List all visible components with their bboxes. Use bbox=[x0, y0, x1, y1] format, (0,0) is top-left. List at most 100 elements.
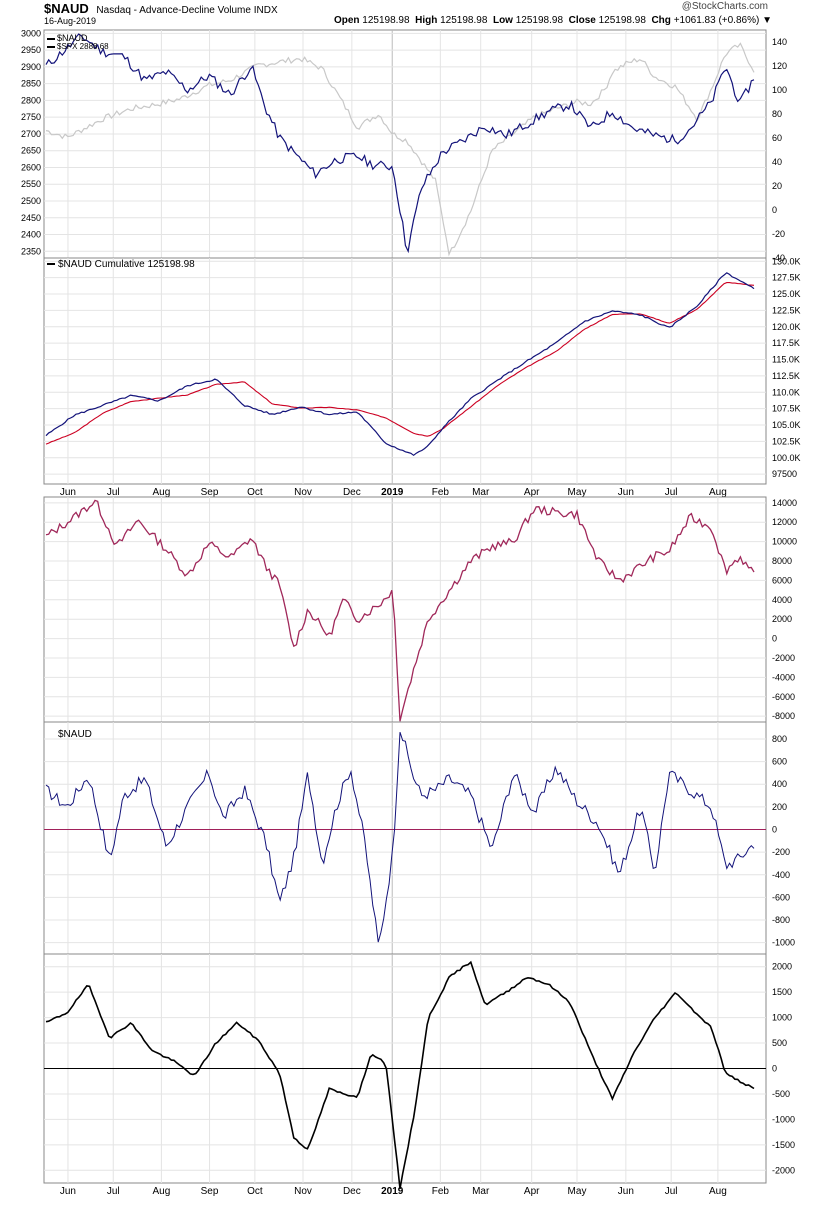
panel-4-frame bbox=[43, 721, 767, 955]
legend-cumulative-label: $NAUD Cumulative 125198.98 bbox=[58, 259, 195, 270]
cumulative-axis-tick-label: 102.5K bbox=[772, 436, 801, 446]
panel4-axis-tick-label: 600 bbox=[772, 757, 787, 767]
panel3-axis-tick-label: -8000 bbox=[772, 711, 795, 721]
month-tick-label: May bbox=[568, 487, 587, 498]
panel5-axis-tick-label: 0 bbox=[772, 1064, 777, 1074]
cumulative-axis-tick-label: 130.0K bbox=[772, 256, 801, 266]
cumulative-axis-tick-label: 97500 bbox=[772, 469, 797, 479]
cumulative-axis-tick-label: 110.0K bbox=[772, 387, 800, 397]
naud-axis-tick-label: 80 bbox=[772, 109, 782, 119]
panel4-axis-tick-label: -800 bbox=[772, 915, 790, 925]
panel5-axis-tick-label: 500 bbox=[772, 1038, 787, 1048]
cumulative-axis-tick-label: 115.0K bbox=[772, 355, 800, 365]
panel4-axis-tick-label: 0 bbox=[772, 825, 777, 835]
panel3-axis-tick-label: 0 bbox=[772, 634, 777, 644]
month-tick-label: Sep bbox=[201, 1186, 219, 1197]
spx-axis-tick-label: 2700 bbox=[21, 129, 41, 139]
month-tick-label: 2019 bbox=[381, 1186, 404, 1197]
low-value: 125198.98 bbox=[515, 15, 564, 26]
month-tick-label: May bbox=[568, 1186, 587, 1197]
month-tick-label: Apr bbox=[524, 487, 540, 498]
month-tick-label: Dec bbox=[343, 487, 361, 498]
month-tick-label: Aug bbox=[709, 487, 727, 498]
chart-header-title: $NAUD Nasdaq - Advance-Decline Volume IN… bbox=[44, 1, 278, 16]
month-tick-label: Jun bbox=[60, 487, 76, 498]
naud-axis-tick-label: 60 bbox=[772, 133, 782, 143]
spx-axis-tick-label: 2450 bbox=[21, 213, 41, 223]
month-tick-label: Aug bbox=[709, 1186, 727, 1197]
cumulative-axis-tick-label: 120.0K bbox=[772, 322, 801, 332]
panel3-axis-tick-label: 14000 bbox=[772, 498, 797, 508]
naud-axis-tick-label: -40 bbox=[772, 253, 785, 263]
panel3-axis-tick-label: -6000 bbox=[772, 692, 795, 702]
month-tick-label: Sep bbox=[201, 487, 219, 498]
chg-value: +1061.83 (+0.86%) bbox=[673, 15, 760, 26]
month-tick-label: Oct bbox=[247, 487, 263, 498]
month-tick-label: Dec bbox=[343, 1186, 361, 1197]
month-tick-label: Nov bbox=[294, 487, 312, 498]
panel3-axis-tick-label: -2000 bbox=[772, 653, 795, 663]
down-arrow-icon: ▼ bbox=[762, 15, 772, 26]
close-label: Close bbox=[568, 15, 596, 26]
spx-axis-tick-label: 2350 bbox=[21, 246, 41, 256]
month-tick-label: Jun bbox=[618, 487, 634, 498]
cumulative-axis-tick-label: 127.5K bbox=[772, 273, 801, 283]
naud-line bbox=[45, 33, 755, 254]
high-value: 125198.98 bbox=[440, 15, 488, 26]
naud-axis-tick-label: 140 bbox=[772, 37, 787, 47]
spx-axis-tick-label: 2800 bbox=[21, 95, 41, 105]
panel5-axis-tick-label: 2000 bbox=[772, 962, 792, 972]
cumulative-axis-tick-label: 122.5K bbox=[772, 305, 801, 315]
panel3-axis-tick-label: 8000 bbox=[772, 556, 792, 566]
month-tick-label: Jul bbox=[665, 487, 678, 498]
panel3-axis-tick-label: 6000 bbox=[772, 575, 792, 585]
panel4-axis-tick-label: -200 bbox=[772, 847, 790, 857]
spx-axis-tick-label: 2600 bbox=[21, 162, 41, 172]
panel4-axis-tick-label: 400 bbox=[772, 779, 787, 789]
panel5-axis-tick-label: -2000 bbox=[772, 1165, 795, 1175]
spx-axis-tick-label: 2750 bbox=[21, 112, 41, 122]
maroon-line bbox=[45, 499, 755, 722]
panel5-axis-tick-label: -1000 bbox=[772, 1114, 795, 1124]
spx-axis-tick-label: 2550 bbox=[21, 179, 41, 189]
open-value: 125198.98 bbox=[362, 15, 410, 26]
legend-naud-label: $NAUD bbox=[57, 33, 88, 43]
open-label: Open bbox=[333, 15, 360, 26]
spx-axis-tick-label: 2650 bbox=[21, 146, 41, 156]
spx-axis-tick-label: 3000 bbox=[21, 28, 41, 38]
month-tick-label: Nov bbox=[294, 1186, 312, 1197]
month-tick-label: Jun bbox=[618, 1186, 634, 1197]
month-tick-label: Jul bbox=[107, 1186, 120, 1197]
panel4-axis-tick-label: 800 bbox=[772, 734, 787, 744]
panel-3-frame bbox=[43, 496, 767, 723]
quote-bar: Open 125198.98 High 125198.98 Low 125198… bbox=[334, 15, 772, 26]
panel3-axis-tick-label: -4000 bbox=[772, 672, 795, 682]
panel3-axis-tick-label: 10000 bbox=[772, 537, 797, 547]
brand-label: @StockCharts.com bbox=[681, 1, 768, 12]
close-value: 125198.98 bbox=[598, 15, 646, 26]
month-tick-label: Aug bbox=[153, 487, 171, 498]
spx-axis-tick-label: 2500 bbox=[21, 196, 41, 206]
month-tick-label: Mar bbox=[472, 487, 490, 498]
cumulative-axis-tick-label: 105.0K bbox=[772, 420, 801, 430]
month-tick-label: Jul bbox=[665, 1186, 678, 1197]
cumulative-line bbox=[45, 272, 755, 457]
panel3-axis-tick-label: 4000 bbox=[772, 595, 792, 605]
spx-axis-tick-label: 2950 bbox=[21, 45, 41, 55]
cumulative-axis-tick-label: 112.5K bbox=[772, 371, 800, 381]
spx-axis-tick-label: 2850 bbox=[21, 79, 41, 89]
naud-axis-tick-label: 20 bbox=[772, 181, 782, 191]
naud-axis-tick-label: 100 bbox=[772, 85, 787, 95]
panel3-axis-tick-label: 2000 bbox=[772, 614, 792, 624]
naud-axis-tick-label: -20 bbox=[772, 229, 785, 239]
chg-label: Chg bbox=[651, 15, 671, 26]
month-tick-label: Jul bbox=[107, 487, 120, 498]
cumulative-axis-tick-label: 100.0K bbox=[772, 453, 801, 463]
smoothed-oscillator-line bbox=[45, 960, 755, 1189]
panel3-axis-tick-label: 12000 bbox=[772, 517, 797, 527]
month-tick-label: Apr bbox=[524, 1186, 540, 1197]
legend-spx-label: $SPX 2888.68 bbox=[57, 42, 109, 51]
cumulative-axis-tick-label: 125.0K bbox=[772, 289, 801, 299]
panel4-axis-tick-label: 200 bbox=[772, 802, 787, 812]
